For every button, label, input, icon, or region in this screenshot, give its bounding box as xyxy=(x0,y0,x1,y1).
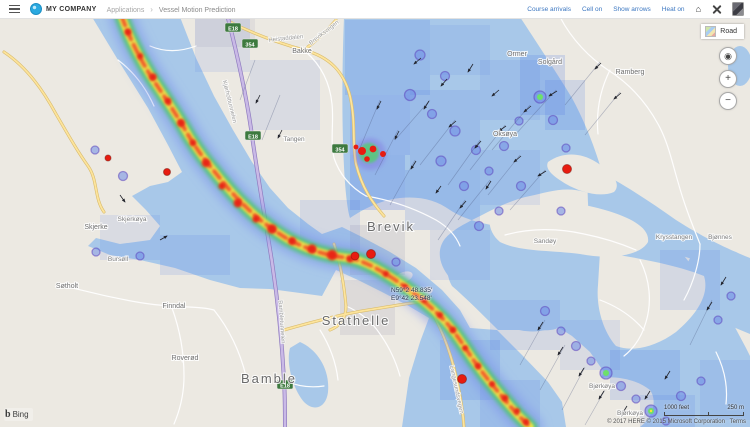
coordinate-lon: E9°42 23.548' xyxy=(391,295,432,302)
menu-icon[interactable] xyxy=(9,5,20,13)
attribution-text: © 2017 HERE © 2015 Microsoft Corporation xyxy=(607,419,725,425)
locate-button[interactable]: ◉ xyxy=(719,47,737,65)
place-label-ormer: Ormer xyxy=(507,51,528,58)
bing-logo-name: Bing xyxy=(12,410,29,419)
minus-icon: − xyxy=(725,95,731,106)
place-label-oksoya: Oksøya xyxy=(493,131,517,138)
locate-icon: ◉ xyxy=(724,51,732,61)
place-label-bjorkoya: Bjørkøya xyxy=(617,410,643,417)
place-label-skjerke: Skjerke xyxy=(84,224,107,231)
place-label-bursoll: Bursøll xyxy=(108,256,129,263)
home-icon[interactable]: ⌂ xyxy=(695,3,701,14)
coordinate-tooltip: N59°2 48.835' E9°42 23.548' xyxy=(391,287,432,303)
breadcrumb: Applications › Vessel Motion Prediction xyxy=(107,5,236,14)
cell-on-link[interactable]: Cell on xyxy=(581,5,603,13)
road-label-heistaddalen: Heistaddalen xyxy=(268,34,303,44)
coordinate-lat: N59°2 48.835' xyxy=(391,287,433,294)
place-label-roverod: Roverød xyxy=(172,355,199,362)
place-label-brevik: Brevik xyxy=(367,219,415,234)
alert-dots xyxy=(104,154,572,384)
company-logo-icon xyxy=(30,3,42,15)
place-label-bamble: Bamble xyxy=(241,371,297,386)
map-scale-bar: 1000 feet 250 m xyxy=(664,405,744,416)
place-label-bakke: Bakke xyxy=(292,48,312,55)
heat-on-link[interactable]: Heat on xyxy=(661,5,685,13)
bing-logo-glyph: b xyxy=(5,409,11,420)
map-style-selector[interactable]: Road xyxy=(701,24,744,39)
place-label-sandoy: Sandøy xyxy=(534,238,557,245)
map-style-label: Road xyxy=(720,28,737,35)
zoom-in-button[interactable]: + xyxy=(719,70,737,88)
road-shields: E18 E18 E18 354 354 xyxy=(224,22,349,390)
breadcrumb-page-title: Vessel Motion Prediction xyxy=(158,6,236,14)
place-label-stathelle: Stathelle xyxy=(322,313,391,328)
topbar-actions: Course arrivals Cell on Show arrows Heat… xyxy=(527,2,750,16)
plus-icon: + xyxy=(725,73,731,84)
terms-link[interactable]: Terms xyxy=(729,419,746,425)
scale-metric: 250 m xyxy=(727,405,744,411)
scale-imperial: 1000 feet xyxy=(664,405,690,411)
road-label-bambletunnelen: Bambletunnelen xyxy=(276,300,285,344)
map-attribution: © 2017 HERE © 2015 Microsoft Corporation… xyxy=(607,419,746,425)
shield-e18: E18 xyxy=(248,135,258,141)
vessel-arrows xyxy=(119,57,727,415)
place-label-sotholt: Søtholt xyxy=(56,283,78,290)
user-avatar[interactable] xyxy=(732,2,744,16)
breadcrumb-applications[interactable]: Applications xyxy=(106,6,145,14)
heat-hotspots xyxy=(124,28,530,426)
shield-354: 354 xyxy=(245,43,255,49)
course-arrivals-link[interactable]: Course arrivals xyxy=(527,5,571,13)
place-label-ramberg: Ramberg xyxy=(616,69,645,76)
shield-e18: E18 xyxy=(228,27,238,33)
scale-line xyxy=(664,412,744,416)
place-label-solgard: Solgård xyxy=(538,58,562,66)
place-label-tangen: Tangen xyxy=(283,136,305,143)
zoom-out-button[interactable]: − xyxy=(719,92,737,110)
place-label-bjorkoya: Bjørkøya xyxy=(589,383,615,390)
shield-354: 354 xyxy=(335,148,345,154)
bing-logo[interactable]: b Bing xyxy=(4,408,33,421)
density-blobs xyxy=(90,49,736,426)
company-name: MY COMPANY xyxy=(46,5,97,13)
shield-e18: E18 xyxy=(280,384,290,390)
chevron-right-icon: › xyxy=(150,4,153,14)
place-label-bjonnes: Bjønnes xyxy=(708,234,733,241)
heat-cluster xyxy=(353,138,386,170)
tools-icon[interactable] xyxy=(712,4,722,14)
map-style-icon xyxy=(705,26,717,37)
place-label-finndal: Finndal xyxy=(163,303,186,310)
place-label-krysstangen: Krysstangen xyxy=(656,234,693,241)
top-navigation-bar: MY COMPANY Applications › Vessel Motion … xyxy=(0,0,750,19)
show-arrows-link[interactable]: Show arrows xyxy=(613,5,651,13)
place-label-skjerkoya: Skjerkøya xyxy=(118,216,147,223)
